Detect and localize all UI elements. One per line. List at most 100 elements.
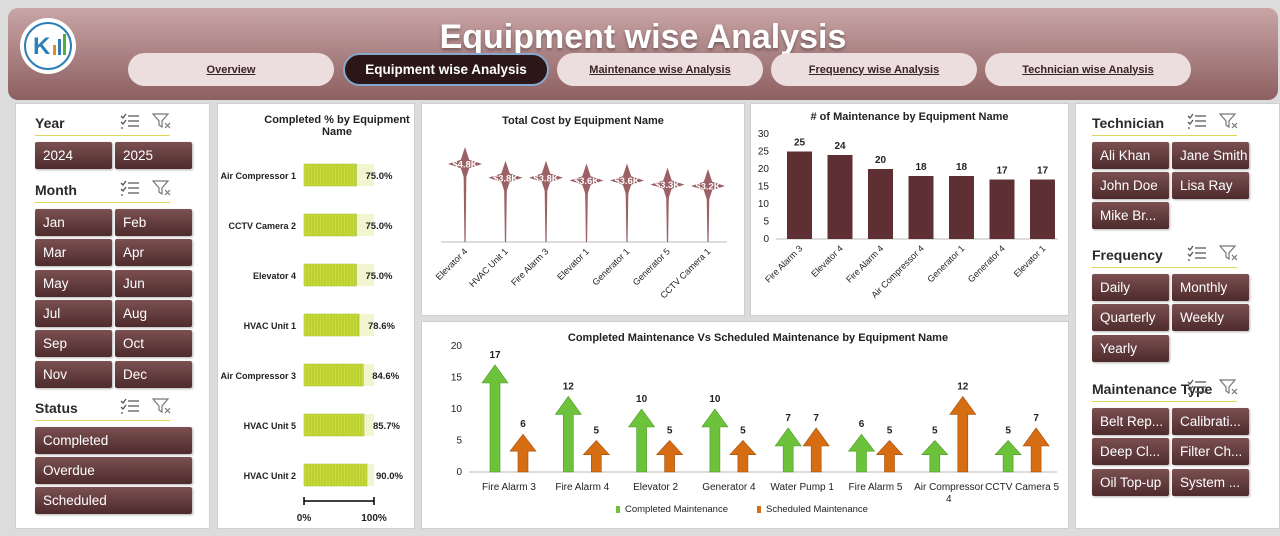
y-tick-label: 0	[763, 234, 769, 245]
star-marker	[448, 147, 482, 181]
maint-type-slicer-item-calibrati[interactable]: Calibrati...	[1172, 408, 1249, 435]
month-slicer-item-aug[interactable]: Aug	[115, 299, 192, 327]
year-slicer-item-2024[interactable]: 2024	[35, 142, 112, 169]
scheduled-arrow	[729, 440, 757, 473]
category-label: Elevator 1	[1012, 243, 1048, 279]
lollipop-stem	[585, 180, 588, 242]
category-label: Fire Alarm 5	[849, 482, 903, 493]
y-tick-label: 15	[451, 373, 463, 384]
frequency-slicer-item-monthly[interactable]: Monthly	[1172, 274, 1249, 301]
data-label: 5	[740, 426, 746, 437]
maint-type-slicer-item-deep-cl[interactable]: Deep Cl...	[1092, 438, 1169, 466]
clear-filter-icon[interactable]	[1218, 113, 1239, 132]
maintenance-count-chart: 0 5 10 15 20 25 30 25 Fire Alarm 3 24 Elevator 4 20…	[758, 129, 1058, 300]
status-slicer-item-overdue[interactable]: Overdue	[35, 457, 192, 484]
scheduled-arrow	[802, 427, 830, 473]
completed-arrow	[921, 440, 949, 473]
data-label: 7	[785, 413, 791, 424]
data-label: 18	[915, 162, 927, 173]
star-marker	[488, 160, 523, 195]
data-label: 5	[594, 426, 600, 437]
multi-select-icon[interactable]	[120, 180, 140, 199]
tab-equipment-wise-analysis[interactable]: Equipment wise Analysis	[343, 53, 549, 86]
multi-select-icon[interactable]	[1187, 113, 1207, 132]
y-tick-label: 20	[451, 341, 463, 352]
clear-filter-icon[interactable]	[151, 180, 172, 199]
month-slicer-item-nov[interactable]: Nov	[35, 360, 112, 388]
maint-type-slicer-item-belt-rep[interactable]: Belt Rep...	[1092, 408, 1169, 435]
bar	[787, 151, 812, 239]
lollipop-stem	[544, 177, 548, 242]
maint-type-slicer-item-system[interactable]: System ...	[1172, 468, 1249, 496]
month-slicer-item-sep[interactable]: Sep	[35, 330, 112, 358]
status-slicer-item-completed[interactable]: Completed	[35, 427, 192, 454]
multi-select-icon[interactable]	[120, 398, 140, 417]
x-tick-label: 100%	[361, 513, 387, 524]
scheduled-arrow	[509, 433, 537, 473]
y-tick-label: 10	[758, 199, 770, 210]
data-label: 85.7%	[373, 421, 400, 432]
data-label: 10	[709, 394, 721, 405]
category-label: CCTV Camera 2	[228, 221, 296, 231]
clear-filter-icon[interactable]	[1218, 245, 1239, 264]
completed-arrow	[701, 408, 729, 473]
clear-filter-icon[interactable]	[151, 398, 172, 417]
month-slicer-item-feb[interactable]: Feb	[115, 209, 192, 236]
category-label: Air Compressor 1	[220, 171, 296, 181]
month-slicer-item-jun[interactable]: Jun	[115, 269, 192, 297]
multi-select-icon[interactable]	[1187, 245, 1207, 264]
tab-overview[interactable]: Overview	[128, 53, 334, 86]
category-label: HVAC Unit 5	[244, 421, 296, 431]
total-cost-chart: $4.8K Elevator 4 $3.8K HVAC Unit 1 $3.8K Fire…	[434, 147, 727, 300]
data-label: 75.0%	[366, 221, 393, 232]
completed-arrow	[554, 395, 582, 473]
data-label: 17	[996, 166, 1008, 177]
data-label: 6	[859, 419, 865, 430]
maint-type-slicer-item-filter-ch[interactable]: Filter Ch...	[1172, 438, 1249, 466]
scheduled-arrow	[949, 395, 977, 473]
frequency-slicer-item-yearly[interactable]: Yearly	[1092, 334, 1169, 362]
technician-slicer-item-mike-br[interactable]: Mike Br...	[1092, 202, 1169, 229]
y-tick-label: 5	[456, 436, 462, 447]
tab-maintenance-wise-analysis[interactable]: Maintenance wise Analysis	[557, 53, 763, 86]
technician-slicer-item-john-doe[interactable]: John Doe	[1092, 172, 1169, 199]
technician-slicer-item-lisa-ray[interactable]: Lisa Ray	[1172, 172, 1249, 199]
month-slicer-item-oct[interactable]: Oct	[115, 330, 192, 358]
maint-type-slicer-item-oil-top-up[interactable]: Oil Top-up	[1092, 468, 1169, 496]
year-slicer-item-2025[interactable]: 2025	[115, 142, 192, 169]
category-label: 4	[946, 494, 952, 505]
lollipop-stem	[463, 164, 467, 242]
y-tick-label: 25	[758, 147, 770, 158]
clear-filter-icon[interactable]	[151, 113, 172, 132]
month-slicer-item-may[interactable]: May	[35, 269, 112, 297]
technician-slicer-divider	[1092, 135, 1237, 136]
status-slicer-item-scheduled[interactable]: Scheduled	[35, 487, 192, 514]
bar	[989, 179, 1015, 239]
category-label: Generator 4	[966, 243, 1007, 284]
category-label: Elevator 4	[809, 243, 845, 279]
multi-select-icon[interactable]	[120, 113, 140, 132]
month-slicer-item-apr[interactable]: Apr	[115, 239, 192, 267]
frequency-slicer-item-weekly[interactable]: Weekly	[1172, 304, 1249, 332]
month-slicer-item-mar[interactable]: Mar	[35, 239, 112, 267]
technician-slicer-item-ali-khan[interactable]: Ali Khan	[1092, 142, 1169, 169]
technician-slicer-title: Technician	[1092, 115, 1165, 131]
multi-select-icon[interactable]	[1187, 379, 1207, 398]
tab-frequency-wise-analysis[interactable]: Frequency wise Analysis	[771, 53, 977, 86]
bar	[868, 169, 893, 239]
frequency-slicer-item-daily[interactable]: Daily	[1092, 274, 1169, 301]
completed-pct-chart-title: Completed % by Equipment Name	[264, 114, 410, 138]
data-label: $3.3K	[655, 180, 680, 191]
month-slicer-item-jul[interactable]: Jul	[35, 299, 112, 327]
completed-arrow	[628, 408, 656, 473]
technician-slicer-item-jane-smith[interactable]: Jane Smith	[1172, 142, 1249, 169]
month-slicer-item-dec[interactable]: Dec	[115, 360, 192, 388]
clear-filter-icon[interactable]	[1218, 379, 1239, 398]
month-slicer-title: Month	[35, 182, 77, 198]
data-label: 17	[1037, 166, 1049, 177]
frequency-slicer-item-quarterly[interactable]: Quarterly	[1092, 304, 1169, 332]
lollipop-stem	[625, 180, 629, 242]
star-marker	[569, 163, 604, 198]
month-slicer-item-jan[interactable]: Jan	[35, 209, 112, 236]
tab-technician-wise-analysis[interactable]: Technician wise Analysis	[985, 53, 1191, 86]
